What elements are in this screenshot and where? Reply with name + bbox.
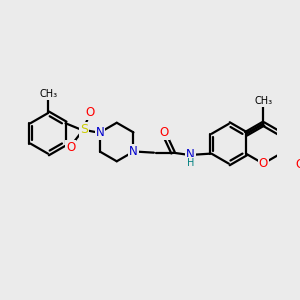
Text: H: H	[187, 158, 194, 168]
Text: O: O	[85, 106, 94, 119]
Text: S: S	[80, 123, 88, 136]
Text: O: O	[259, 157, 268, 170]
Text: O: O	[66, 141, 75, 154]
Text: N: N	[129, 145, 138, 158]
Text: N: N	[186, 148, 195, 161]
Text: CH₃: CH₃	[40, 89, 58, 99]
Text: O: O	[295, 158, 300, 171]
Text: CH₃: CH₃	[254, 96, 272, 106]
Text: N: N	[96, 126, 104, 139]
Text: O: O	[159, 126, 169, 139]
